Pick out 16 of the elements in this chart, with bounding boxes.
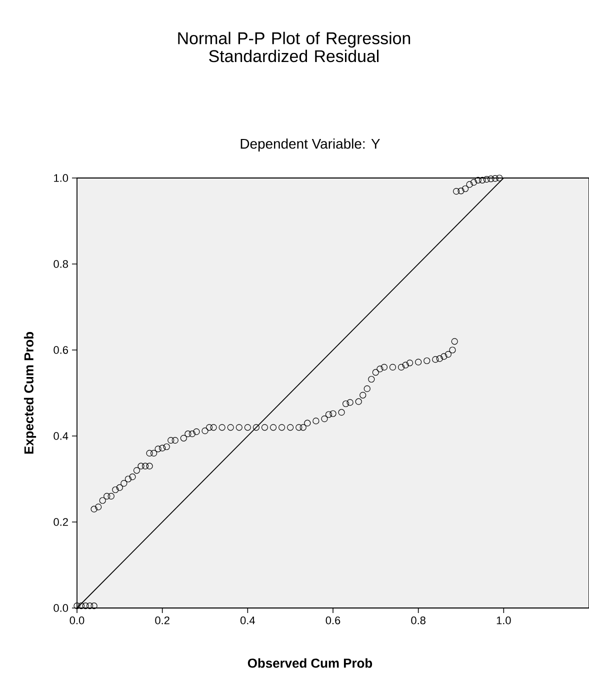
y-tick-label: 1.0 [54, 174, 68, 182]
x-tick-label: 0.2 [155, 616, 170, 624]
y-tick-label: 0.2 [54, 518, 68, 526]
chart-subtitle: Dependent Variable: Y [240, 138, 380, 152]
x-axis-title: Observed Cum Prob [248, 658, 372, 668]
chart-title: Normal P-P Plot of Regression Standardized Residual [178, 32, 410, 62]
y-tick-label: 0.6 [54, 346, 68, 354]
x-tick-label: 1.0 [496, 616, 511, 624]
y-tick-label: 0.0 [54, 604, 68, 612]
y-tick-label: 0.8 [54, 260, 68, 268]
x-tick-label: 0.0 [70, 616, 84, 624]
x-tick-label: 0.4 [240, 616, 255, 624]
x-tick-label: 0.8 [411, 616, 426, 624]
x-tick-label: 0.6 [326, 616, 340, 624]
y-axis-title: Expected Cum Prob [24, 332, 36, 454]
y-tick-label: 0.4 [54, 432, 68, 440]
